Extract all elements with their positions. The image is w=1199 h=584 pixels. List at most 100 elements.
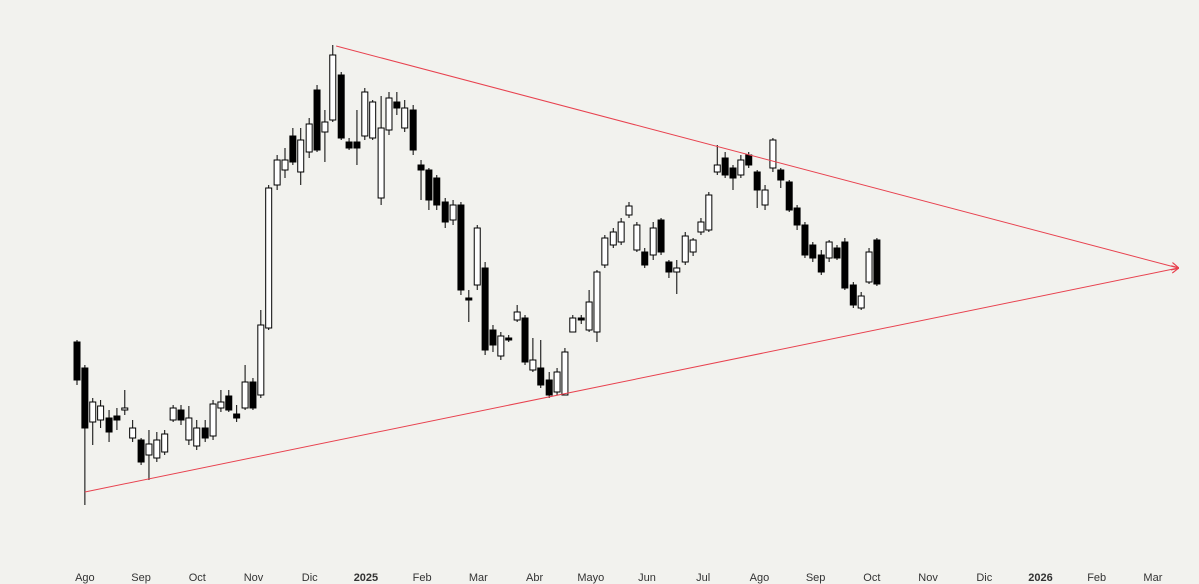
- candle-body: [193, 427, 201, 447]
- candle-body: [585, 301, 593, 331]
- x-tick-label: Oct: [189, 572, 206, 584]
- x-tick-label: Mar: [469, 572, 488, 584]
- candle-body: [689, 239, 697, 253]
- candle-body: [545, 379, 553, 396]
- candle-body: [105, 417, 113, 433]
- candle-body: [313, 89, 321, 151]
- candle-body: [449, 204, 457, 221]
- x-tick-label: Abr: [526, 572, 543, 584]
- candle-body: [457, 204, 465, 291]
- x-tick-label: Jun: [638, 572, 656, 584]
- candle-body: [705, 194, 713, 231]
- candle-body: [441, 201, 449, 223]
- candle-body: [697, 221, 705, 233]
- candle-body: [257, 324, 265, 396]
- candle-body: [121, 407, 129, 411]
- candle-body: [529, 359, 537, 371]
- candle-body: [137, 439, 145, 463]
- x-tick-label: Nov: [918, 572, 938, 584]
- candle-body: [817, 254, 825, 273]
- candle-body: [345, 141, 353, 149]
- x-tick-label: Nov: [244, 572, 264, 584]
- candle-body: [169, 407, 177, 421]
- candle-body: [305, 123, 313, 153]
- candle-body: [745, 154, 753, 166]
- candle-body: [625, 205, 633, 216]
- candle-body: [609, 231, 617, 246]
- candle-body: [537, 367, 545, 386]
- candle-body: [729, 167, 737, 179]
- candle-body: [713, 164, 721, 173]
- candle-body: [809, 244, 817, 259]
- candle-body: [841, 241, 849, 289]
- candle-body: [289, 135, 297, 163]
- candle-body: [633, 224, 641, 251]
- x-tick-label: Feb: [1087, 572, 1106, 584]
- candle-body: [481, 267, 489, 351]
- x-tick-label: Dic: [302, 572, 318, 584]
- candle-body: [801, 224, 809, 256]
- trend-line: [84, 268, 1178, 493]
- candle-body: [489, 329, 497, 346]
- candle-body: [777, 169, 785, 181]
- candle-body: [857, 295, 865, 309]
- x-tick-label: Ago: [75, 572, 95, 584]
- candle-body: [329, 54, 337, 121]
- candle-body: [833, 247, 841, 259]
- candle-body: [673, 267, 681, 273]
- x-tick-label: Sep: [806, 572, 826, 584]
- candle-body: [177, 409, 185, 421]
- candle-body: [873, 239, 881, 285]
- candle-body: [753, 171, 761, 191]
- x-tick-label: Mayo: [577, 572, 604, 584]
- candle-body: [865, 251, 873, 283]
- candle-body: [377, 127, 385, 199]
- candle-body: [89, 401, 97, 423]
- x-tick-label: Sep: [131, 572, 151, 584]
- candle-body: [217, 401, 225, 409]
- candle-body: [665, 261, 673, 273]
- candle-body: [657, 219, 665, 253]
- candle-body: [721, 157, 729, 176]
- candle-body: [73, 341, 81, 381]
- candle-body: [641, 251, 649, 266]
- candle-body: [153, 439, 161, 459]
- candle-body: [209, 403, 217, 437]
- candle-body: [81, 367, 89, 429]
- candle-body: [785, 181, 793, 211]
- x-tick-label: 2025: [354, 572, 378, 584]
- candle-body: [737, 159, 745, 176]
- candle-body: [513, 311, 521, 321]
- candle-body: [553, 371, 561, 393]
- candle-body: [185, 417, 193, 441]
- candle-body: [825, 241, 833, 259]
- x-tick-label: Oct: [863, 572, 880, 584]
- x-tick-label: Jul: [696, 572, 710, 584]
- candle-body: [225, 395, 233, 411]
- candle-body: [409, 109, 417, 151]
- candle-body: [145, 443, 153, 456]
- candle-body: [385, 97, 393, 131]
- candle-body: [417, 164, 425, 171]
- candle-body: [97, 405, 105, 421]
- candle-body: [281, 159, 289, 171]
- x-tick-label: Feb: [413, 572, 432, 584]
- candle-body: [393, 101, 401, 109]
- candle-body: [249, 381, 257, 409]
- candle-body: [593, 271, 601, 333]
- candle-body: [369, 101, 377, 139]
- candle-body: [201, 427, 209, 439]
- candle-body: [233, 413, 241, 419]
- trend-line: [336, 45, 1178, 268]
- candle-body: [769, 139, 777, 169]
- candle-body: [273, 159, 281, 186]
- candle-body: [129, 427, 137, 439]
- candle-body: [681, 235, 689, 263]
- candle-body: [617, 221, 625, 243]
- candle-body: [425, 169, 433, 201]
- x-tick-label: 2026: [1028, 572, 1052, 584]
- x-tick-label: Ago: [750, 572, 770, 584]
- candle-body: [161, 433, 169, 453]
- candle-body: [497, 335, 505, 357]
